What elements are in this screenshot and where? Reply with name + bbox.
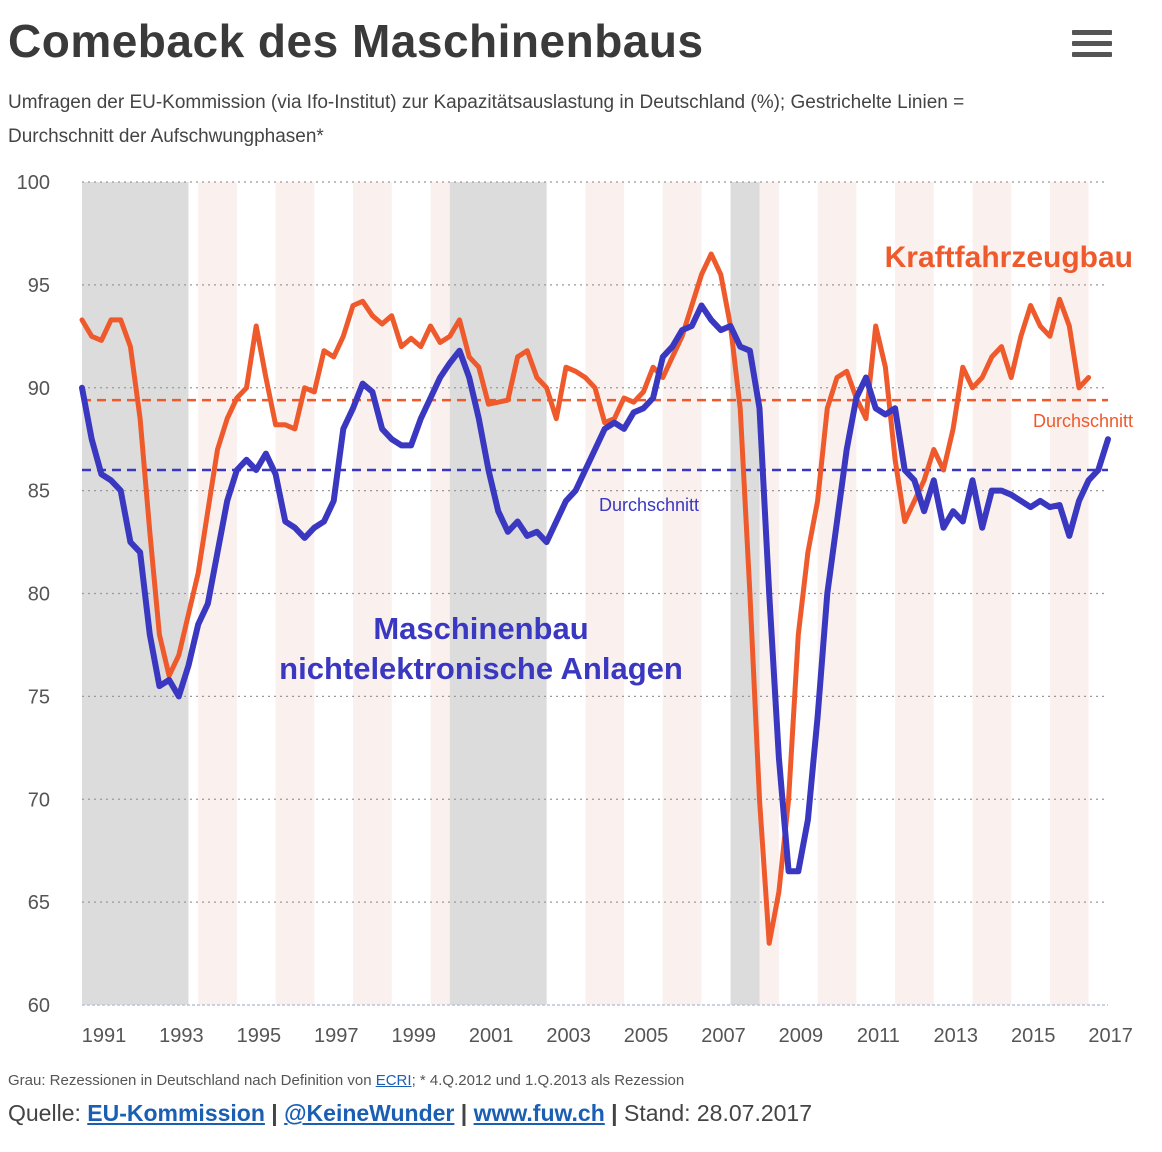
year-stripe — [275, 182, 315, 1005]
y-tick-label: 65 — [28, 892, 50, 914]
recession-band — [449, 182, 547, 1005]
y-tick-label: 85 — [28, 481, 50, 503]
year-stripe — [198, 182, 237, 1005]
y-tick-label: 100 — [17, 172, 50, 194]
line-chart: 100 95 90 85 80 75 70 65 60 1991 1993 1995 1997 1999… — [17, 172, 1133, 1047]
x-tick-label: 2005 — [624, 1025, 669, 1047]
eu-kommission-link[interactable]: EU-Kommission — [87, 1100, 265, 1126]
separator: | — [264, 1100, 285, 1126]
x-tick-label: 2015 — [1011, 1025, 1056, 1047]
series-label-maschinen-line1: Maschinenbau — [373, 611, 588, 646]
keinewunder-link[interactable]: @KeineWunder — [284, 1100, 455, 1126]
grid-lines — [82, 181, 1108, 1006]
y-tick-label: 90 — [28, 378, 50, 400]
y-tick-label: 75 — [28, 686, 50, 708]
y-axis-ticks: 100 95 90 85 80 75 70 65 60 — [17, 172, 50, 1017]
recession-band — [82, 182, 189, 1005]
x-tick-label: 2003 — [546, 1025, 591, 1047]
year-stripe — [972, 182, 1012, 1005]
hamburger-menu-icon[interactable] — [1072, 30, 1112, 62]
source-line: Quelle: EU-Kommission | @KeineWunder | w… — [8, 1100, 812, 1127]
average-label-maschinen: Durchschnitt — [599, 495, 699, 515]
y-tick-label: 80 — [28, 584, 50, 606]
x-tick-label: 2007 — [701, 1025, 746, 1047]
average-label-kfz: Durchschnitt — [1033, 411, 1133, 431]
x-tick-label: 2009 — [779, 1025, 824, 1047]
year-stripe — [895, 182, 934, 1005]
chart-title: Comeback des Maschinenbaus — [8, 15, 704, 67]
fuw-link[interactable]: www.fuw.ch — [473, 1100, 605, 1126]
x-tick-label: 2013 — [934, 1025, 979, 1047]
separator: | — [454, 1100, 474, 1126]
series-label-maschinen-line2: nichtelektronische Anlagen — [279, 651, 683, 686]
x-tick-label: 1991 — [82, 1025, 127, 1047]
x-tick-label: 2017 — [1088, 1025, 1133, 1047]
year-stripe — [817, 182, 857, 1005]
footnote: Grau: Rezessionen in Deutschland nach De… — [8, 1072, 684, 1089]
stand-date: Stand: 28.07.2017 — [624, 1100, 812, 1126]
y-tick-label: 60 — [28, 995, 50, 1017]
separator: | — [604, 1100, 624, 1126]
x-tick-label: 1997 — [314, 1025, 359, 1047]
y-tick-label: 95 — [28, 275, 50, 297]
x-axis-ticks: 1991 1993 1995 1997 1999 2001 2003 2005 2007 2009… — [82, 1025, 1133, 1047]
ecri-link[interactable]: ECRI — [375, 1072, 412, 1089]
series-line-maschinen — [79, 302, 1111, 875]
y-tick-label: 70 — [28, 789, 50, 811]
series-lines — [79, 251, 1111, 946]
x-tick-label: 2001 — [469, 1025, 514, 1047]
series-line-kfz — [79, 251, 1092, 946]
series-label-kfz: Kraftfahrzeugbau — [885, 241, 1133, 274]
footnote-text-end: ; * 4.Q.2012 und 1.Q.2013 als Rezession — [411, 1072, 685, 1089]
x-tick-label: 1993 — [159, 1025, 204, 1047]
chart-subtitle: Umfragen der EU-Kommission (via Ifo-Inst… — [8, 92, 965, 147]
footnote-text: Grau: Rezessionen in Deutschland nach De… — [8, 1072, 376, 1089]
x-tick-label: 1995 — [237, 1025, 282, 1047]
source-label: Quelle: — [8, 1100, 88, 1126]
x-tick-label: 1999 — [391, 1025, 436, 1047]
x-tick-label: 2011 — [857, 1025, 900, 1047]
